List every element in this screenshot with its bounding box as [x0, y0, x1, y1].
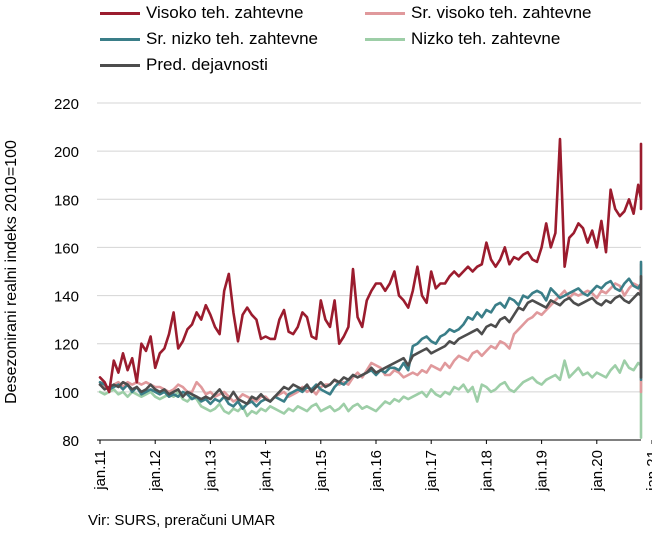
- legend-item-sr-nizko: Sr. nizko teh. zahtevne: [100, 28, 318, 50]
- legend-swatch-pred: [100, 63, 140, 67]
- x-tick-label-5: jan.16: [368, 450, 385, 492]
- x-tick-label-2: jan.13: [202, 450, 219, 492]
- x-tick-label-1: jan.12: [147, 450, 164, 492]
- series-line-0: [98, 137, 643, 394]
- x-tick-label-6: jan.17: [423, 450, 440, 492]
- legend-swatch-visoko: [100, 11, 140, 15]
- x-tick-label-9: jan.20: [589, 450, 606, 492]
- x-tick-label-3: jan.14: [258, 450, 275, 492]
- legend-item-visoko: Visoko teh. zahtevne: [100, 2, 304, 24]
- x-tick-label-10: jan.21: [644, 450, 652, 492]
- legend-item-pred: Pred. dejavnosti: [100, 54, 268, 76]
- source-note: Vir: SURS, preračuni UMAR: [88, 512, 276, 529]
- legend-label-nizko: Nizko teh. zahtevne: [411, 29, 561, 48]
- legend-label-visoko: Visoko teh. zahtevne: [146, 3, 304, 22]
- legend-item-sr-visoko: Sr. visoko teh. zahtevne: [365, 2, 592, 24]
- x-tick-label-4: jan.15: [313, 450, 330, 492]
- legend-swatch-sr-nizko: [100, 37, 140, 41]
- y-tick-label-160: 160: [54, 240, 79, 257]
- legend-label-pred: Pred. dejavnosti: [146, 55, 268, 74]
- legend-swatch-sr-visoko: [365, 11, 405, 15]
- legend-label-sr-visoko: Sr. visoko teh. zahtevne: [411, 3, 592, 22]
- legend-label-sr-nizko: Sr. nizko teh. zahtevne: [146, 29, 318, 48]
- chart-legend: Visoko teh. zahtevne Sr. visoko teh. zah…: [100, 2, 640, 82]
- y-tick-label-120: 120: [54, 337, 79, 354]
- x-tick-label-7: jan.18: [478, 450, 495, 492]
- y-tick-label-180: 180: [54, 192, 79, 209]
- series-line-4: [98, 274, 643, 406]
- y-tick-label-140: 140: [54, 289, 79, 306]
- y-tick-label-200: 200: [54, 144, 79, 161]
- y-tick-label-80: 80: [62, 433, 79, 450]
- x-tick-label-0: jan.11: [92, 450, 109, 491]
- y-tick-label-220: 220: [54, 96, 79, 113]
- legend-swatch-nizko: [365, 37, 405, 41]
- y-tick-label-100: 100: [54, 385, 79, 402]
- legend-item-nizko: Nizko teh. zahtevne: [365, 28, 560, 50]
- x-tick-label-8: jan.19: [534, 450, 551, 492]
